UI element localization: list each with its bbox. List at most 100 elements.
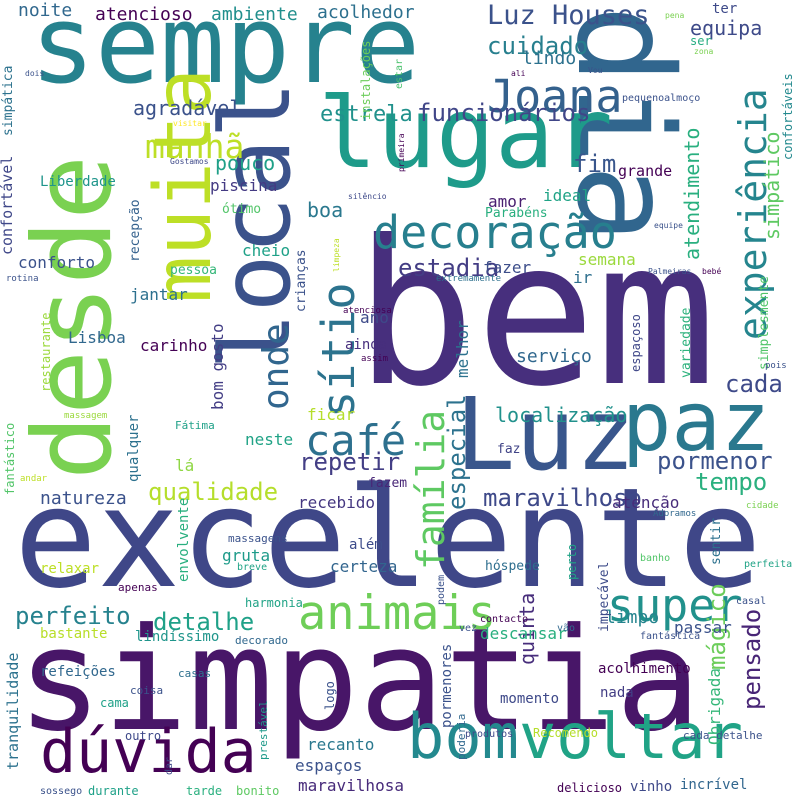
word-dar: dar: [164, 756, 175, 775]
word-conforto: conforto: [18, 253, 96, 272]
word-massagem: massagem: [64, 411, 108, 421]
word-localizacao: localização: [495, 403, 628, 427]
word-la: lá: [175, 456, 195, 475]
word-LuzHouses: Luz Houses: [487, 0, 650, 31]
word-fazer: fazer: [483, 258, 532, 277]
word-delicioso: delicioso: [557, 781, 623, 795]
word-Luz: Luz: [455, 376, 636, 493]
word-noite: noite: [18, 0, 73, 21]
word-breve: breve: [237, 562, 268, 573]
word-ambiente: ambiente: [211, 4, 298, 25]
word-Gostamos: Gostamos: [170, 157, 209, 166]
word-atendimento: atendimento: [680, 127, 704, 260]
word-natureza: natureza: [40, 488, 127, 509]
word-Joana: Joana: [487, 70, 623, 123]
word-impecavel: impecável: [597, 561, 612, 632]
word-incrivel: incrível: [680, 777, 748, 793]
word-Fatima: Fátima: [175, 419, 215, 432]
word-cadadetalhe: cada detalhe: [683, 729, 763, 742]
word-prestavel: prestável: [257, 700, 270, 760]
word-harmonia: harmonia: [245, 596, 303, 610]
word-duvida: dúvida: [40, 717, 257, 787]
word-bastante: bastante: [40, 626, 108, 642]
word-perfeita: perfeita: [744, 559, 793, 570]
word-neste: neste: [245, 430, 294, 449]
word-logo: logo: [323, 681, 337, 710]
word-faz: faz: [497, 442, 521, 457]
word-simplesmente: simplesmente: [757, 276, 772, 370]
word-decoracao: decoração: [373, 206, 617, 259]
word-voltar: voltar: [518, 700, 743, 773]
word-bom-voltar: bomvoltar: [407, 706, 743, 768]
word-relaxar: relaxar: [40, 561, 100, 577]
word-limpo: limpo: [605, 607, 660, 628]
word-carinho: carinho: [140, 336, 208, 355]
word-Liberdade: Liberdade: [40, 174, 116, 190]
word-andar: andar: [20, 474, 48, 484]
word-confortavel: confortável: [0, 155, 16, 255]
word-restaurante: restaurante: [39, 312, 53, 392]
word-equipe: equipe: [654, 221, 683, 230]
word-momento: momento: [500, 691, 560, 707]
word-podem: podem: [436, 574, 447, 605]
word-atencao: atenção: [612, 493, 680, 512]
word-fazem: fazem: [368, 476, 408, 491]
word-jantar: jantar: [130, 285, 188, 304]
word-recebido: recebido: [298, 493, 376, 512]
word-pormenores: pormenores: [439, 643, 455, 728]
word-acolhimento: acolhimento: [598, 661, 691, 677]
word-servico: serviço: [516, 346, 592, 367]
word-pensado: pensado: [738, 608, 766, 710]
word-estrela: estrela: [320, 102, 413, 127]
word-espacos: espaços: [295, 756, 363, 775]
word-ficar: ficar: [307, 405, 356, 424]
word-criancas: crianças: [294, 249, 309, 312]
word-pequenoalmoco: pequenoalmoço: [622, 93, 701, 104]
word-cheio: cheio: [242, 241, 291, 260]
word-dois: dois: [25, 69, 45, 78]
word-visitar: visitar: [173, 119, 207, 128]
word-decorado: decorado: [235, 634, 288, 647]
word-passar: passar: [674, 618, 732, 637]
word-animais: animais: [298, 586, 497, 641]
word-fantastica: fantástica: [640, 631, 701, 642]
word-agradavel: agradável: [133, 96, 242, 120]
word-bebe: bebé: [702, 267, 722, 276]
word-atencioso: atencioso: [95, 4, 193, 25]
word-bom: bom: [407, 700, 519, 773]
word-durante: durante: [88, 784, 139, 798]
word-primeira: primeira: [397, 133, 406, 172]
word-vao: vão: [557, 623, 576, 634]
word-certeza: certeza: [330, 557, 398, 576]
word-sempre: sempre: [30, 0, 421, 108]
word-silencio: silêncio: [348, 192, 387, 201]
word-estar: estar: [394, 58, 405, 89]
word-maravilhosa: maravilhosa: [298, 776, 404, 795]
word-gruta: gruta: [222, 546, 271, 565]
word-recanto: recanto: [307, 735, 375, 754]
word-lindissimo: lindíssimo: [135, 629, 220, 645]
word-paz: paz: [622, 375, 771, 470]
word-recepcao: recepção: [128, 199, 143, 262]
word-Parabens: Parabéns: [485, 206, 548, 221]
word-grande: grande: [618, 162, 673, 180]
word-assim: assim: [361, 354, 389, 364]
word-piscina: piscina: [210, 176, 278, 195]
word-pormenor: pormenor: [657, 447, 773, 475]
word-produtos: produtos: [465, 729, 514, 740]
word-repetir: repetir: [299, 448, 401, 476]
word-casal: casal: [736, 596, 767, 607]
word-simpatico: simpático: [760, 131, 784, 240]
word-bem: bem: [355, 198, 717, 431]
word-qualquer: qualquer: [126, 414, 142, 482]
word-vinho: vinho: [630, 779, 673, 795]
word-banho: banho: [640, 553, 671, 564]
word-funcionarios: funcionários: [417, 99, 591, 127]
word-tranquilidade: tranquilidade: [4, 652, 22, 770]
word-desde: desde: [11, 154, 136, 480]
word-acolhedor: acolhedor: [317, 2, 415, 23]
word-espacoso: espaçoso: [629, 314, 643, 372]
word-envolvente: envolvente: [176, 497, 192, 582]
word-detalhe: detalhe: [153, 608, 255, 636]
word-limpeza: limpeza: [332, 238, 341, 272]
